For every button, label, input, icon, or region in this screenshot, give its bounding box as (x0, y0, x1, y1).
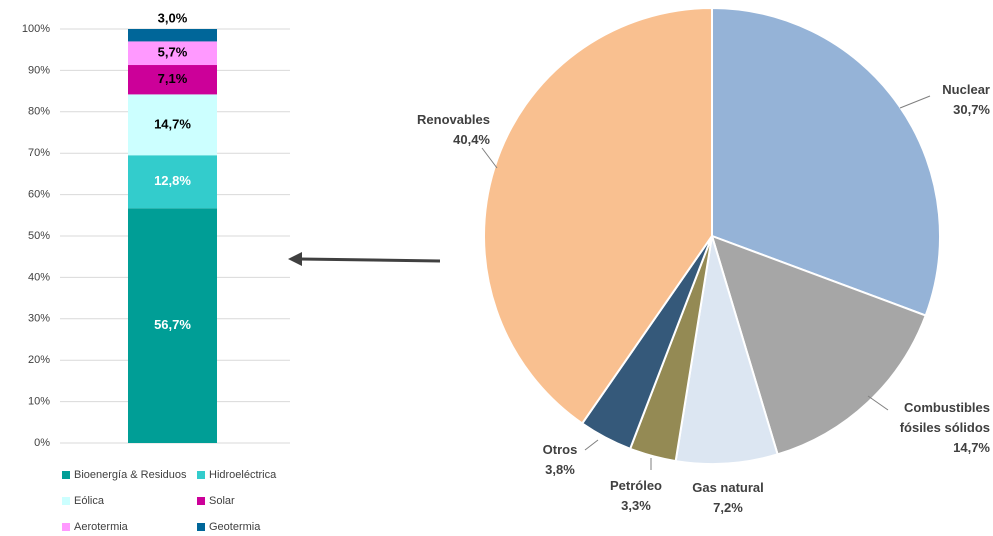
pie-label-value: 3,3% (621, 498, 651, 513)
pie-label: Gas natural 7,2% (688, 478, 768, 518)
pie-label-value: 30,7% (953, 102, 990, 117)
data-label: 14,7% (154, 116, 191, 131)
pie-label-name: Gas natural (692, 480, 764, 495)
pie-slice (674, 235, 779, 465)
legend-swatch (197, 471, 205, 479)
leader-line (481, 147, 498, 169)
y-tick-label: 100% (22, 23, 50, 35)
pie-label: Nuclear 30,7% (942, 80, 990, 120)
y-tick-label: 20% (28, 354, 50, 366)
bar-segment (128, 29, 217, 42)
pie-label-value: 14,7% (953, 440, 990, 455)
arrow (299, 257, 441, 263)
y-tick-label: 60% (28, 189, 50, 201)
bar-segment (128, 65, 217, 95)
bar-segment (128, 155, 217, 209)
pie-label-name: Otros (542, 442, 578, 457)
pie-label: Otros 3,8% (530, 440, 590, 480)
legend-label: Solar (209, 495, 235, 507)
pie-label: Petróleo 3,3% (598, 476, 674, 516)
data-label: 3,0% (158, 10, 188, 25)
pie-label: Renovables 40,4% (417, 110, 490, 150)
data-label: 5,7% (158, 45, 188, 60)
y-tick-label: 40% (28, 271, 50, 283)
legend-label: Eólica (74, 495, 105, 507)
pie-label-name: Renovables (417, 112, 490, 127)
legend-swatch (197, 497, 205, 505)
data-label: 7,1% (158, 71, 188, 86)
legend-label: Bioenergía & Residuos (74, 469, 187, 481)
y-tick-label: 10% (28, 396, 50, 408)
pie-label-name: Nuclear (942, 82, 990, 97)
y-tick-label: 80% (28, 106, 50, 118)
legend-label: Aerotermia (74, 521, 129, 533)
pie-label-name: Petróleo (609, 478, 662, 493)
pie-slice (711, 6, 941, 317)
y-tick-label: 30% (28, 313, 50, 325)
legend-label: Hidroeléctrica (209, 469, 277, 481)
pie-label-value: 7,2% (713, 500, 743, 515)
pie-label-name: Combustibles fósiles sólidos (899, 400, 990, 435)
y-tick-label: 90% (28, 64, 50, 76)
pie-slice (710, 234, 927, 456)
pie-label-value: 3,8% (545, 462, 575, 477)
data-label: 56,7% (154, 317, 191, 332)
bar-segment (128, 94, 217, 156)
legend-swatch (62, 497, 70, 505)
leader-line (899, 95, 931, 109)
legend-swatch (197, 523, 205, 531)
bar-segment (128, 208, 217, 443)
leader-line (867, 395, 889, 411)
leader-line (584, 439, 599, 451)
y-tick-label: 70% (28, 147, 50, 159)
arrow-head (288, 252, 302, 266)
pie-label-value: 40,4% (453, 132, 490, 147)
y-tick-label: 0% (34, 437, 50, 449)
legend-swatch (62, 471, 70, 479)
legend-label: Geotermia (209, 521, 261, 533)
pie-label: Combustibles fósiles sólidos 14,7% (870, 398, 990, 458)
legend-swatch (62, 523, 70, 531)
data-label: 12,8% (154, 173, 191, 188)
bar-segment (128, 41, 217, 66)
pie-slice (483, 6, 713, 425)
y-tick-label: 50% (28, 230, 50, 242)
